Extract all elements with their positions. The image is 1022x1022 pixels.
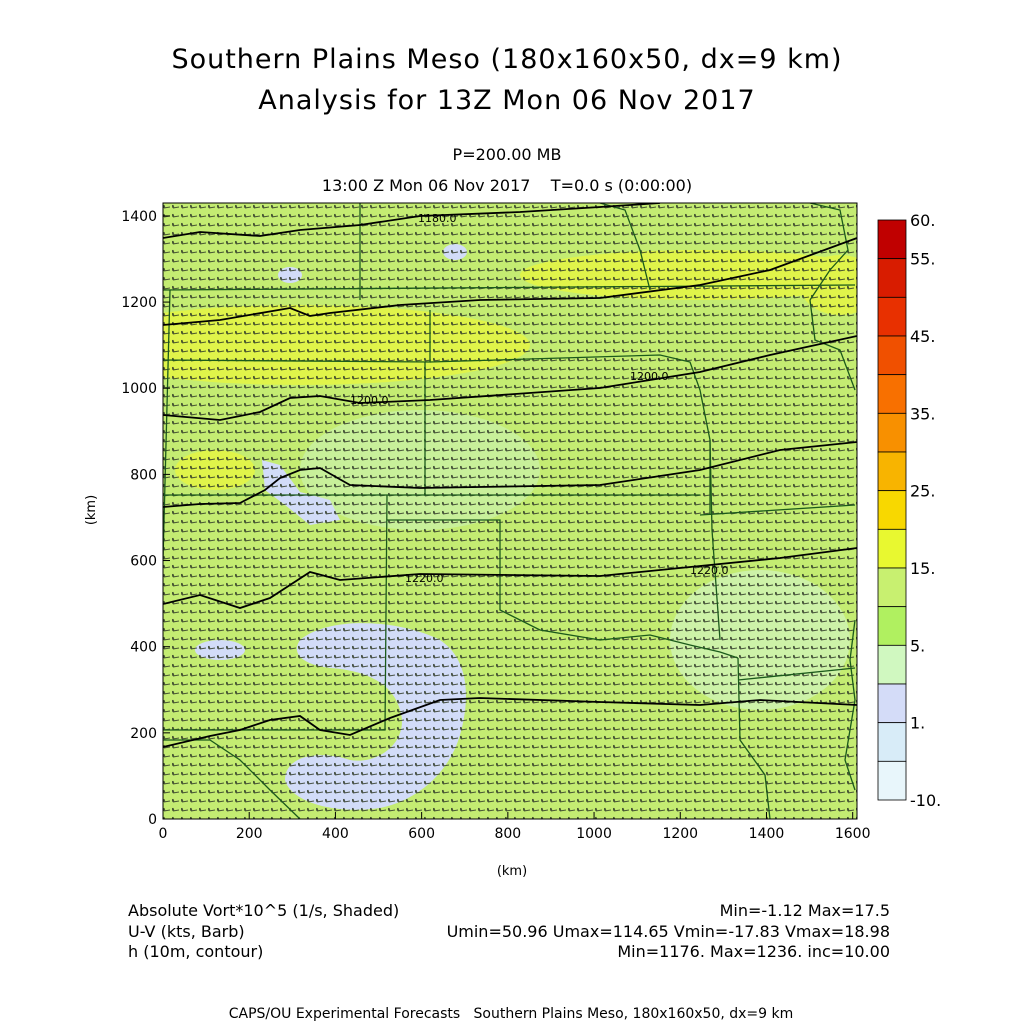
colorbar-swatch [877, 760, 907, 801]
vorticity-shading [163, 203, 857, 819]
colorbar-swatch [877, 567, 907, 608]
colorbar-label: 55. [910, 250, 935, 269]
x-tick-label: 1000 [576, 826, 612, 842]
y-tick-label: 600 [130, 554, 157, 570]
x-tick-label: 0 [159, 826, 168, 842]
colorbar-swatch [877, 335, 907, 376]
colorbar-labels: 60. 55. 45. 35. 25. 15. 5. 1. -10. [910, 211, 941, 810]
y-tick-label: 1400 [121, 209, 157, 225]
colorbar-swatch [877, 683, 907, 724]
y-tick-label: 800 [130, 467, 157, 483]
x-tick-label: 1600 [835, 826, 871, 842]
pressure-level: P=200.00 MB [452, 145, 562, 164]
chart-subtitle: Analysis for 13Z Mon 06 Nov 2017 [258, 85, 756, 116]
y-axis: 0 200 400 600 800 1000 1200 1400 [121, 209, 170, 828]
contour-label: 1220.0 [690, 564, 729, 577]
contour-label: 1200.0 [350, 394, 389, 407]
colorbar-label: 35. [910, 404, 935, 423]
colorbar [877, 219, 907, 801]
vorticity-legend-label: Absolute Vort*10^5 (1/s, Shaded) [128, 901, 400, 920]
x-axis-label: (km) [497, 864, 527, 879]
height-stats: Min=1176. Max=1236. inc=10.00 [617, 942, 890, 961]
colorbar-swatch [877, 490, 907, 530]
x-tick-label: 1400 [749, 826, 785, 842]
vorticity-stats: Min=-1.12 Max=17.5 [719, 901, 890, 920]
colorbar-label: 25. [910, 482, 935, 501]
y-tick-label: 1200 [121, 295, 157, 311]
colorbar-label: 1. [910, 714, 925, 733]
colorbar-swatch [877, 606, 907, 646]
colorbar-swatch [877, 374, 907, 414]
colorbar-label: -10. [910, 791, 941, 810]
credit-line: CAPS/OU Experimental Forecasts Southern … [228, 1006, 794, 1022]
x-tick-label: 800 [494, 826, 521, 842]
y-tick-label: 200 [130, 726, 157, 742]
height-legend-label: h (10m, contour) [128, 942, 264, 961]
colorbar-swatch [877, 722, 907, 762]
colorbar-swatch [877, 258, 907, 298]
plot-frame [162, 202, 858, 820]
valid-time: 13:00 Z Mon 06 Nov 2017 T=0.0 s (0:00:00… [321, 176, 693, 195]
x-tick-label: 600 [408, 826, 435, 842]
height-contours [163, 203, 857, 748]
y-tick-label: 400 [130, 640, 157, 656]
colorbar-swatch [877, 412, 907, 453]
state-borders [163, 203, 856, 819]
x-tick-label: 200 [236, 826, 263, 842]
colorbar-swatch [877, 296, 907, 337]
contour-label: 1220.0 [405, 572, 444, 585]
contour-labels: 1180.0 1200.0 1200.0 1220.0 1220.0 [350, 212, 729, 585]
y-tick-label: 1000 [121, 381, 157, 397]
contour-label: 1200.0 [630, 370, 669, 383]
y-axis-label: (km) [84, 495, 99, 525]
contour-label: 1180.0 [418, 212, 457, 225]
wind-barbs [163, 203, 857, 819]
colorbar-swatch [877, 219, 907, 260]
colorbar-swatch [877, 451, 907, 492]
wind-legend-label: U-V (kts, Barb) [128, 922, 245, 941]
wind-stats: Umin=50.96 Umax=114.65 Vmin=-17.83 Vmax=… [446, 922, 890, 941]
chart-title: Southern Plains Meso (180x160x50, dx=9 k… [171, 44, 843, 75]
x-tick-label: 1200 [662, 826, 698, 842]
x-tick-label: 400 [322, 826, 349, 842]
y-tick-label: 0 [148, 812, 157, 828]
colorbar-label: 45. [910, 327, 935, 346]
colorbar-swatch [877, 644, 907, 685]
colorbar-swatch [877, 528, 907, 569]
colorbar-label: 60. [910, 211, 935, 230]
colorbar-label: 15. [910, 559, 935, 578]
x-axis: 0 200 400 600 800 1000 1200 1400 1600 [159, 812, 871, 842]
colorbar-label: 5. [910, 636, 925, 655]
